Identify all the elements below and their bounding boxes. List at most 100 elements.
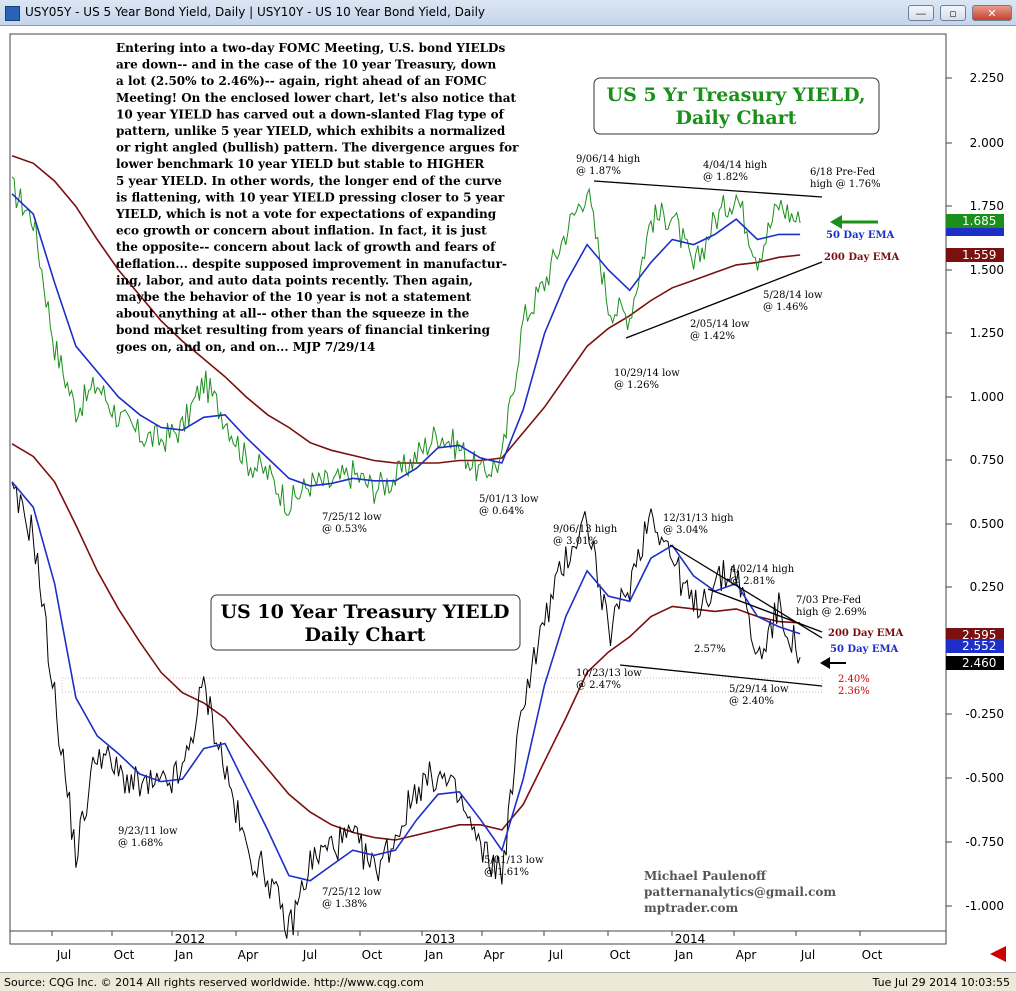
annotation-5yr: @ 1.26% [614,380,659,391]
annotation-10yr: 12/31/13 high [663,513,734,524]
ema50-line-10yr [11,481,801,882]
y-tick-label-upper: 2.250 [970,71,1004,85]
annotation-10yr: @ 1.61% [484,867,529,878]
maximize-button[interactable]: ▫ [940,5,966,21]
y-tick-label-upper: 1.250 [970,326,1004,340]
y-tick-label-lower: 0.250 [970,580,1004,594]
annotation-5yr: 4/04/14 high [703,160,768,171]
x-year-label: 2012 [175,932,206,946]
commentary-line: 10 year YIELD has carved out a down-slan… [116,107,505,121]
commentary-line: is flattening, with 10 year YIELD pressi… [116,190,505,204]
annotation-10yr: 5/29/14 low [729,684,789,695]
annotation-10yr: @ 2.40% [729,696,774,707]
annotation-10yr: 2.36% [838,686,870,697]
y-tick-label-lower: -0.750 [965,835,1004,849]
x-month-label: Oct [114,948,135,962]
annotation-10yr: 4/02/14 high [730,564,795,575]
window-title: USY05Y - US 5 Year Bond Yield, Daily | U… [25,5,486,19]
annotation-10yr: 2.57% [694,644,726,655]
badge-ema50-5yr [946,228,1004,236]
annotation-5yr: @ 1.46% [763,302,808,313]
y-tick-label-upper: 0.500 [970,517,1004,531]
lower-chart-title-box: US 10 Year Treasury YIELD Daily Chart [210,594,521,651]
commentary-line: deflation... despite supposed improvemen… [116,257,507,271]
badge-last-10yr: 2.460 [946,656,1004,670]
x-month-label: Apr [238,948,259,962]
trendline [625,261,823,339]
upper-chart-title-line1: US 5 Yr Treasury YIELD, [607,84,866,106]
commentary-line: pattern, unlike 5 year YIELD, which exhi… [116,124,506,138]
green-arrow-icon [830,215,878,229]
annotation-5yr: 5/01/13 low [479,494,539,505]
close-button[interactable]: ✕ [972,5,1012,21]
commentary-line: YIELD, which is not a vote for expectati… [115,207,497,221]
y-tick-label-upper: 0.750 [970,453,1004,467]
annotation-10yr: 50 Day EMA [830,644,899,655]
trendline [619,664,823,687]
commentary-line: ing, labor, and auto data points recentl… [116,273,473,287]
annotation-10yr: 9/06/13 high [553,524,618,535]
annotation-layer: 7/25/12 low@ 0.53%5/01/13 low@ 0.64%9/06… [118,154,903,910]
annotation-10yr: 5/01/13 low [484,855,544,866]
trendline [593,180,823,198]
x-month-label: Jul [56,948,71,962]
badge-ema200-5yr: 1.559 [946,248,1004,262]
annotation-5yr: 6/18 Pre-Fed [810,167,876,178]
annotation-5yr: 10/29/14 low [614,368,680,379]
commentary-line: 5 year YIELD. In other words, the longer… [116,174,502,188]
annotation-10yr: @ 2.47% [576,680,621,691]
badge-last-5yr: 1.685 [946,214,1004,228]
status-footer: Source: CQG Inc. © 2014 All rights reser… [0,972,1016,991]
upper-chart-title-box: US 5 Yr Treasury YIELD, Daily Chart [593,77,880,135]
commentary-line: the opposite-- concern about lack of gro… [116,240,496,254]
y-tick-label-lower: -0.250 [965,707,1004,721]
annotation-5yr: high @ 1.76% [810,179,881,190]
annotation-5yr: 200 Day EMA [824,252,899,263]
annotation-10yr: 200 Day EMA [828,628,903,639]
trendline [707,588,823,633]
timestamp: Tue Jul 29 2014 10:03:55 [872,976,1010,989]
annotation-5yr: @ 1.42% [690,331,735,342]
x-month-label: Apr [484,948,505,962]
minimize-button[interactable]: — [908,5,934,21]
badge-ema200-10yr-text: 2.595 [962,628,996,642]
lower-chart-title-line1: US 10 Year Treasury YIELD [220,601,509,623]
annotation-10yr: 9/23/11 low [118,826,178,837]
badge-ema50-10yr-text: 2.552 [962,639,996,653]
annotation-10yr: @ 2.81% [730,576,775,587]
badge-last-5yr-text: 1.685 [962,214,996,228]
annotation-10yr: 10/23/13 low [576,668,642,679]
annotation-5yr: 2/05/14 low [690,319,750,330]
badge-ema200-10yr: 2.595 [946,628,1004,642]
annotation-10yr: @ 3.04% [663,525,708,536]
x-month-label: Jan [174,948,194,962]
commentary-text: Entering into a two-day FOMC Meeting, U.… [115,41,519,354]
annotation-5yr: 5/28/14 low [763,290,823,301]
author-credit: Michael Paulenoff patternanalytics@gmail… [644,869,836,915]
x-month-label: Jul [800,948,815,962]
annotation-10yr: 7/03 Pre-Fed [796,595,862,606]
commentary-line: a lot (2.50% to 2.46%)-- again, right ah… [116,74,487,88]
scroll-arrow-icon[interactable] [990,946,1006,962]
x-month-label: Jan [424,948,444,962]
yield-line-5yr [11,176,801,516]
author-site: mptrader.com [644,901,738,915]
lower-chart-title-line2: Daily Chart [305,624,426,646]
x-axis: Jul Oct Jan Apr Jul Oct Jan Apr Jul Oct Jan Apr Jul O… [10,930,946,962]
x-month-label: Jul [548,948,563,962]
annotation-5yr: 9/06/14 high [576,154,641,165]
y-tick-label-upper: 1.750 [970,199,1004,213]
annotation-10yr: @ 1.38% [322,899,367,910]
annotation-5yr: @ 1.82% [703,172,748,183]
author-name: Michael Paulenoff [644,869,767,883]
ema50-line-5yr [11,193,801,487]
annotation-10yr: @ 1.68% [118,838,163,849]
chart-area: 7/25/12 low@ 0.53%5/01/13 low@ 0.64%9/06… [9,33,1006,962]
annotation-5yr: @ 0.64% [479,506,524,517]
x-month-label: Oct [862,948,883,962]
ema200-line-10yr [11,443,801,841]
y-tick-label-lower: -0.500 [965,771,1004,785]
annotation-10yr: @ 3.01% [553,536,598,547]
x-year-label: 2014 [675,932,706,946]
plot-frame [9,33,947,945]
